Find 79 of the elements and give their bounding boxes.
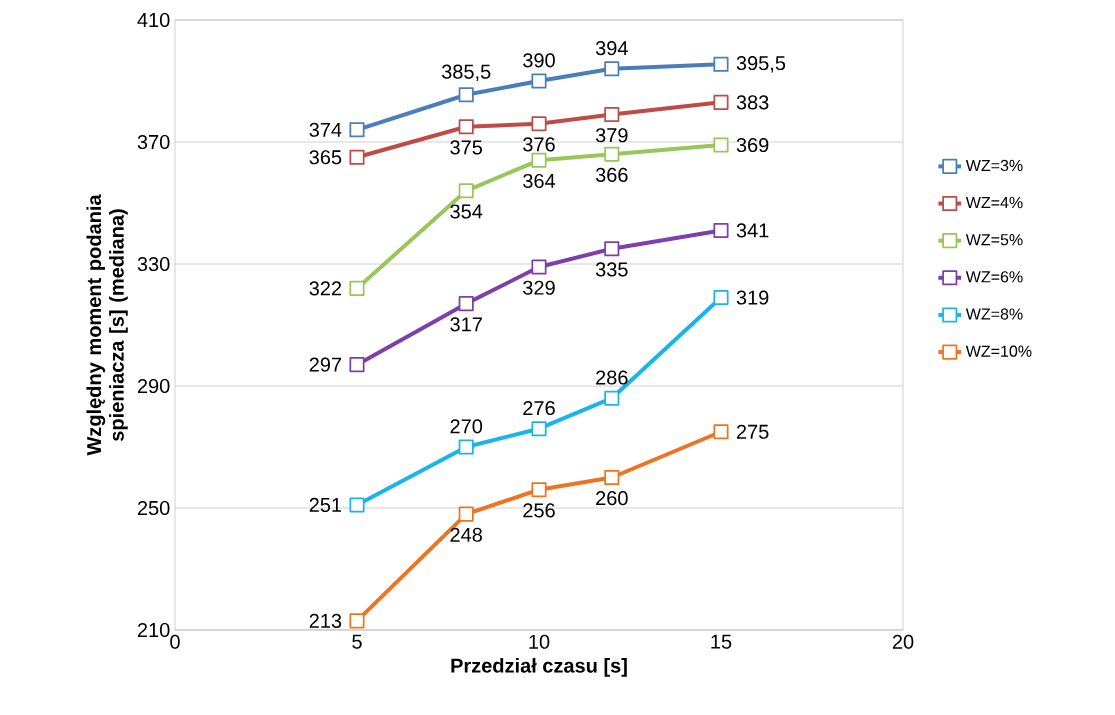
data-label: 366 [595,167,628,182]
y-tick-label: 290 [137,378,170,394]
data-label: 390 [523,53,555,68]
y-tick-label: 210 [137,622,170,638]
data-label: 260 [596,491,628,506]
point [349,613,365,629]
y-tick-label: 250 [137,500,170,516]
legend-label: WZ=6% [965,271,1023,283]
legend-label: WZ=5% [965,234,1023,246]
y-tick-label: 370 [137,134,170,150]
data-label: 297 [309,357,342,372]
data-label: 354 [450,204,483,219]
data-label: 365 [309,150,342,165]
point [458,119,474,135]
data-label: 322 [309,281,342,296]
point [531,116,547,132]
point [604,107,620,123]
point [458,87,474,103]
point [531,421,547,437]
data-label: 364 [523,173,556,189]
x-tick-label: 0 [170,634,180,649]
data-label: 275 [736,424,769,439]
point [349,280,365,296]
data-label: 379 [595,128,628,143]
data-label: 375 [450,140,483,155]
point [604,146,620,162]
legend-label: WZ=3% [965,159,1023,172]
data-label: 335 [595,262,628,277]
legend-label: WZ=10% [965,345,1032,357]
point [713,424,729,440]
point [713,290,729,306]
y-axis-title: Względny moment podania spieniacza [s] (mediana) [86,194,128,456]
point [458,439,474,455]
data-label: 213 [309,613,342,628]
legend-label: WZ=4% [965,196,1023,209]
data-label: 394 [595,41,628,56]
x-tick-label: 15 [711,634,732,649]
data-label: 341 [736,223,769,238]
x-tick-label: 10 [529,634,550,649]
point [458,296,474,312]
data-label: 270 [450,419,483,434]
point [458,183,474,199]
point [349,122,365,138]
data-label: 395,5 [736,55,786,73]
point [531,259,547,275]
x-tick-label: 20 [892,634,914,649]
point [713,222,729,238]
data-label: 319 [736,290,769,305]
data-label: 248 [450,527,482,542]
point [604,61,620,77]
legend-label: WZ=8% [965,308,1023,320]
point [604,390,620,406]
x-tick-label: 5 [352,634,362,649]
data-label: 317 [450,317,482,332]
y-tick-label: 330 [137,256,170,272]
point [713,137,729,153]
point [458,506,474,522]
data-label: 286 [596,370,628,385]
point [531,152,547,168]
data-label: 329 [523,280,555,295]
point [713,94,729,110]
data-label: 374 [309,122,342,137]
data-label: 256 [523,503,555,518]
data-label: 385,5 [441,64,491,82]
point [349,357,365,373]
point [531,73,547,89]
x-axis-title: Przedział czasu [s] [451,658,627,677]
y-tick-label: 410 [137,12,170,28]
data-label: 383 [736,95,769,110]
point [349,149,365,165]
point [604,241,620,257]
data-label: 251 [309,497,342,513]
point [713,56,729,72]
data-label: 369 [736,137,769,153]
point [531,482,547,498]
point [349,497,365,513]
data-label: 276 [523,400,555,416]
point [604,469,620,486]
data-label: 376 [523,137,555,152]
